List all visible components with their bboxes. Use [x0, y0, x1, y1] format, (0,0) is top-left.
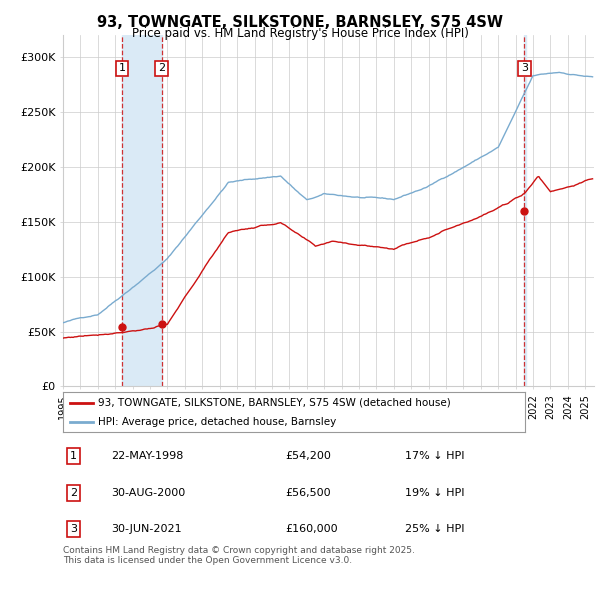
Bar [524, 35, 526, 386]
Text: Contains HM Land Registry data © Crown copyright and database right 2025.
This d: Contains HM Land Registry data © Crown c… [63, 546, 415, 565]
Text: 3: 3 [521, 63, 528, 73]
Text: 2: 2 [70, 488, 77, 497]
Text: 30-AUG-2000: 30-AUG-2000 [111, 488, 185, 497]
Text: £54,200: £54,200 [285, 451, 331, 461]
Text: Price paid vs. HM Land Registry's House Price Index (HPI): Price paid vs. HM Land Registry's House … [131, 27, 469, 40]
Text: 93, TOWNGATE, SILKSTONE, BARNSLEY, S75 4SW (detached house): 93, TOWNGATE, SILKSTONE, BARNSLEY, S75 4… [98, 398, 451, 408]
Text: £160,000: £160,000 [285, 525, 338, 534]
Text: HPI: Average price, detached house, Barnsley: HPI: Average price, detached house, Barn… [98, 417, 336, 427]
Text: 22-MAY-1998: 22-MAY-1998 [111, 451, 184, 461]
Text: 2: 2 [158, 63, 165, 73]
Text: 30-JUN-2021: 30-JUN-2021 [111, 525, 182, 534]
Text: 1: 1 [70, 451, 77, 461]
Text: 19% ↓ HPI: 19% ↓ HPI [405, 488, 464, 497]
Text: 17% ↓ HPI: 17% ↓ HPI [405, 451, 464, 461]
Text: 25% ↓ HPI: 25% ↓ HPI [405, 525, 464, 534]
Text: 1: 1 [119, 63, 125, 73]
Text: 3: 3 [70, 525, 77, 534]
Bar [122, 35, 161, 386]
Text: £56,500: £56,500 [285, 488, 331, 497]
Text: 93, TOWNGATE, SILKSTONE, BARNSLEY, S75 4SW: 93, TOWNGATE, SILKSTONE, BARNSLEY, S75 4… [97, 15, 503, 30]
